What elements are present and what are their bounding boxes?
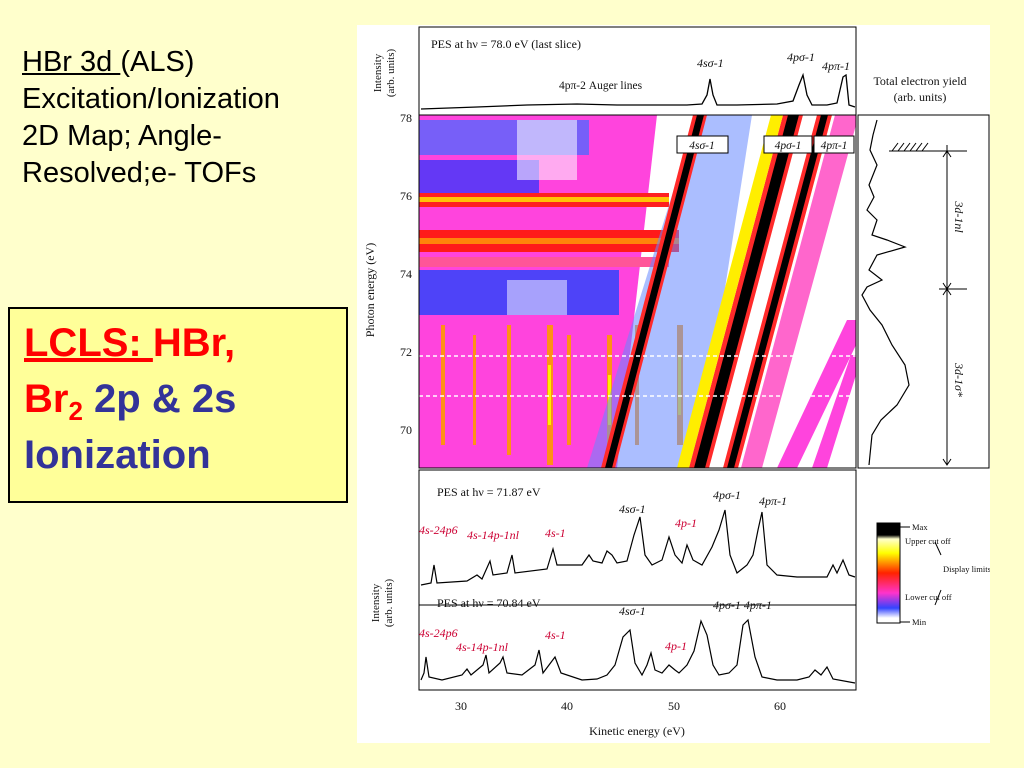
top-peak-4psigma: 4pσ-1	[787, 50, 815, 64]
bottom-pes-trace	[420, 618, 856, 684]
ytick-74: 74	[400, 267, 412, 281]
title-line-2: Excitation/Ionization	[22, 83, 280, 115]
bottom-black-4ssigma: 4sσ-1	[619, 604, 646, 618]
figure-svg: PES at hν = 78.0 eV (last slice) 4pπ-2 A…	[363, 26, 990, 738]
bottom-red-4p1: 4p-1	[665, 639, 687, 653]
mid-black-4psigma: 4pσ-1	[713, 488, 741, 502]
bottom-red-4s24p6: 4s-24p6	[419, 626, 458, 640]
mid-red-4p1: 4p-1	[675, 516, 697, 530]
tey-title: Total electron yield	[873, 74, 966, 88]
colorbar-lower: Lower cut off	[905, 592, 952, 602]
top-peak-4ssigma: 4sσ-1	[697, 56, 724, 70]
title-line-4: Resolved;e- TOFs	[22, 157, 257, 189]
xtick-60: 60	[774, 699, 786, 713]
lower-ylabel: Intensity	[370, 583, 382, 622]
colorbar-upper: Upper cut off	[905, 536, 951, 546]
lcls-line-1: LCLS: HBr,	[24, 315, 332, 371]
lcls-br: Br	[24, 377, 69, 421]
mid-pes-trace	[420, 509, 856, 586]
lower-ylabel-unit: (arb. units)	[383, 579, 395, 628]
xlabel: Kinetic energy (eV)	[589, 724, 685, 738]
bottom-black-4psigma-4ppi: 4pσ-1 4pπ-1	[713, 598, 772, 612]
top-peak-4ppi: 4pπ-1	[822, 59, 850, 73]
top-pes-panel: PES at hν = 78.0 eV (last slice) 4pπ-2 A…	[372, 26, 857, 116]
map-label-4ppi: 4pπ-1	[821, 140, 848, 152]
lcls-br-sub: 2	[68, 396, 83, 426]
colorbar-display: Display limits	[943, 564, 990, 574]
xtick-40: 40	[561, 699, 573, 713]
map-label-4psigma: 4pσ-1	[775, 140, 802, 152]
top-ylabel: Intensity	[372, 53, 384, 92]
ytick-70: 70	[400, 423, 412, 437]
photon-energy-map: 4sσ-1 4pσ-1 4pπ-1 70 72 74 76 78 Photon …	[363, 111, 857, 469]
top-pes-title: PES at hν = 78.0 eV (last slice)	[431, 37, 581, 51]
xtick-50: 50	[668, 699, 680, 713]
title-line-1: HBr 3d (ALS)	[22, 44, 367, 81]
mid-red-4s14p1nl: 4s-14p-1nl	[467, 528, 520, 542]
pes-70-84-panel: PES at hν = 70.84 eV 4sσ-1 4pσ-1 4pπ-1 4…	[418, 596, 857, 738]
tey-unit: (arb. units)	[894, 90, 947, 104]
tey-trace	[861, 119, 910, 466]
tey-hatch	[891, 142, 929, 152]
tey-band-nl: 3d-1nl	[952, 200, 966, 233]
lcls-hbr: HBr,	[152, 321, 236, 365]
map-ylabel: Photon energy (eV)	[363, 243, 377, 337]
pes-71-87-panel: PES at hν = 71.87 eV 4sσ-1 4pσ-1 4pπ-1 4…	[418, 469, 857, 606]
title-line-3: 2D Map; Angle-	[22, 120, 222, 152]
ytick-78: 78	[400, 111, 412, 125]
mid-red-4s24p6: 4s-24p6	[419, 523, 458, 537]
mid-black-4ssigma: 4sσ-1	[619, 502, 646, 516]
mid-pes-title: PES at hν = 71.87 eV	[437, 485, 541, 499]
top-ylabel-unit: (arb. units)	[385, 49, 397, 98]
xtick-30: 30	[455, 699, 467, 713]
tey-panel: Total electron yield (arb. units) 3d-1nl…	[857, 74, 990, 469]
bottom-pes-title: PES at hν = 70.84 eV	[437, 596, 541, 610]
tey-band-sigma: 3d-1σ*	[952, 362, 966, 397]
auger-label: 4pπ-2 Auger lines	[559, 80, 643, 92]
slide-title: HBr 3d (ALS) Excitation/Ionization 2D Ma…	[22, 44, 367, 192]
als-figure: PES at hν = 78.0 eV (last slice) 4pπ-2 A…	[357, 25, 990, 743]
mid-black-4ppi: 4pπ-1	[759, 494, 787, 508]
colorbar-min: Min	[912, 617, 927, 627]
mid-red-4s1: 4s-1	[545, 526, 566, 540]
bottom-red-4s14p1nl: 4s-14p-1nl	[456, 640, 509, 654]
lcls-box: LCLS: HBr, Br2 2p & 2s Ionization	[8, 307, 348, 503]
top-pes-trace	[420, 72, 856, 110]
title-als: (ALS)	[120, 46, 195, 78]
colorbar-legend: Max Upper cut off Display limits Lower c…	[876, 522, 990, 627]
lcls-2p-2s: 2p & 2s	[82, 377, 237, 421]
map-label-4ssigma: 4sσ-1	[689, 140, 714, 152]
ytick-72: 72	[400, 345, 412, 359]
bottom-red-4s1: 4s-1	[545, 628, 566, 642]
lcls-line-2: Br2 2p & 2s	[24, 371, 332, 427]
colorbar-max: Max	[912, 522, 928, 532]
colorbar	[876, 522, 901, 624]
title-underlined: HBr 3d	[22, 46, 121, 78]
ytick-76: 76	[400, 189, 412, 203]
lcls-line-3: Ionization	[24, 433, 211, 477]
lcls-label: LCLS:	[24, 321, 153, 365]
